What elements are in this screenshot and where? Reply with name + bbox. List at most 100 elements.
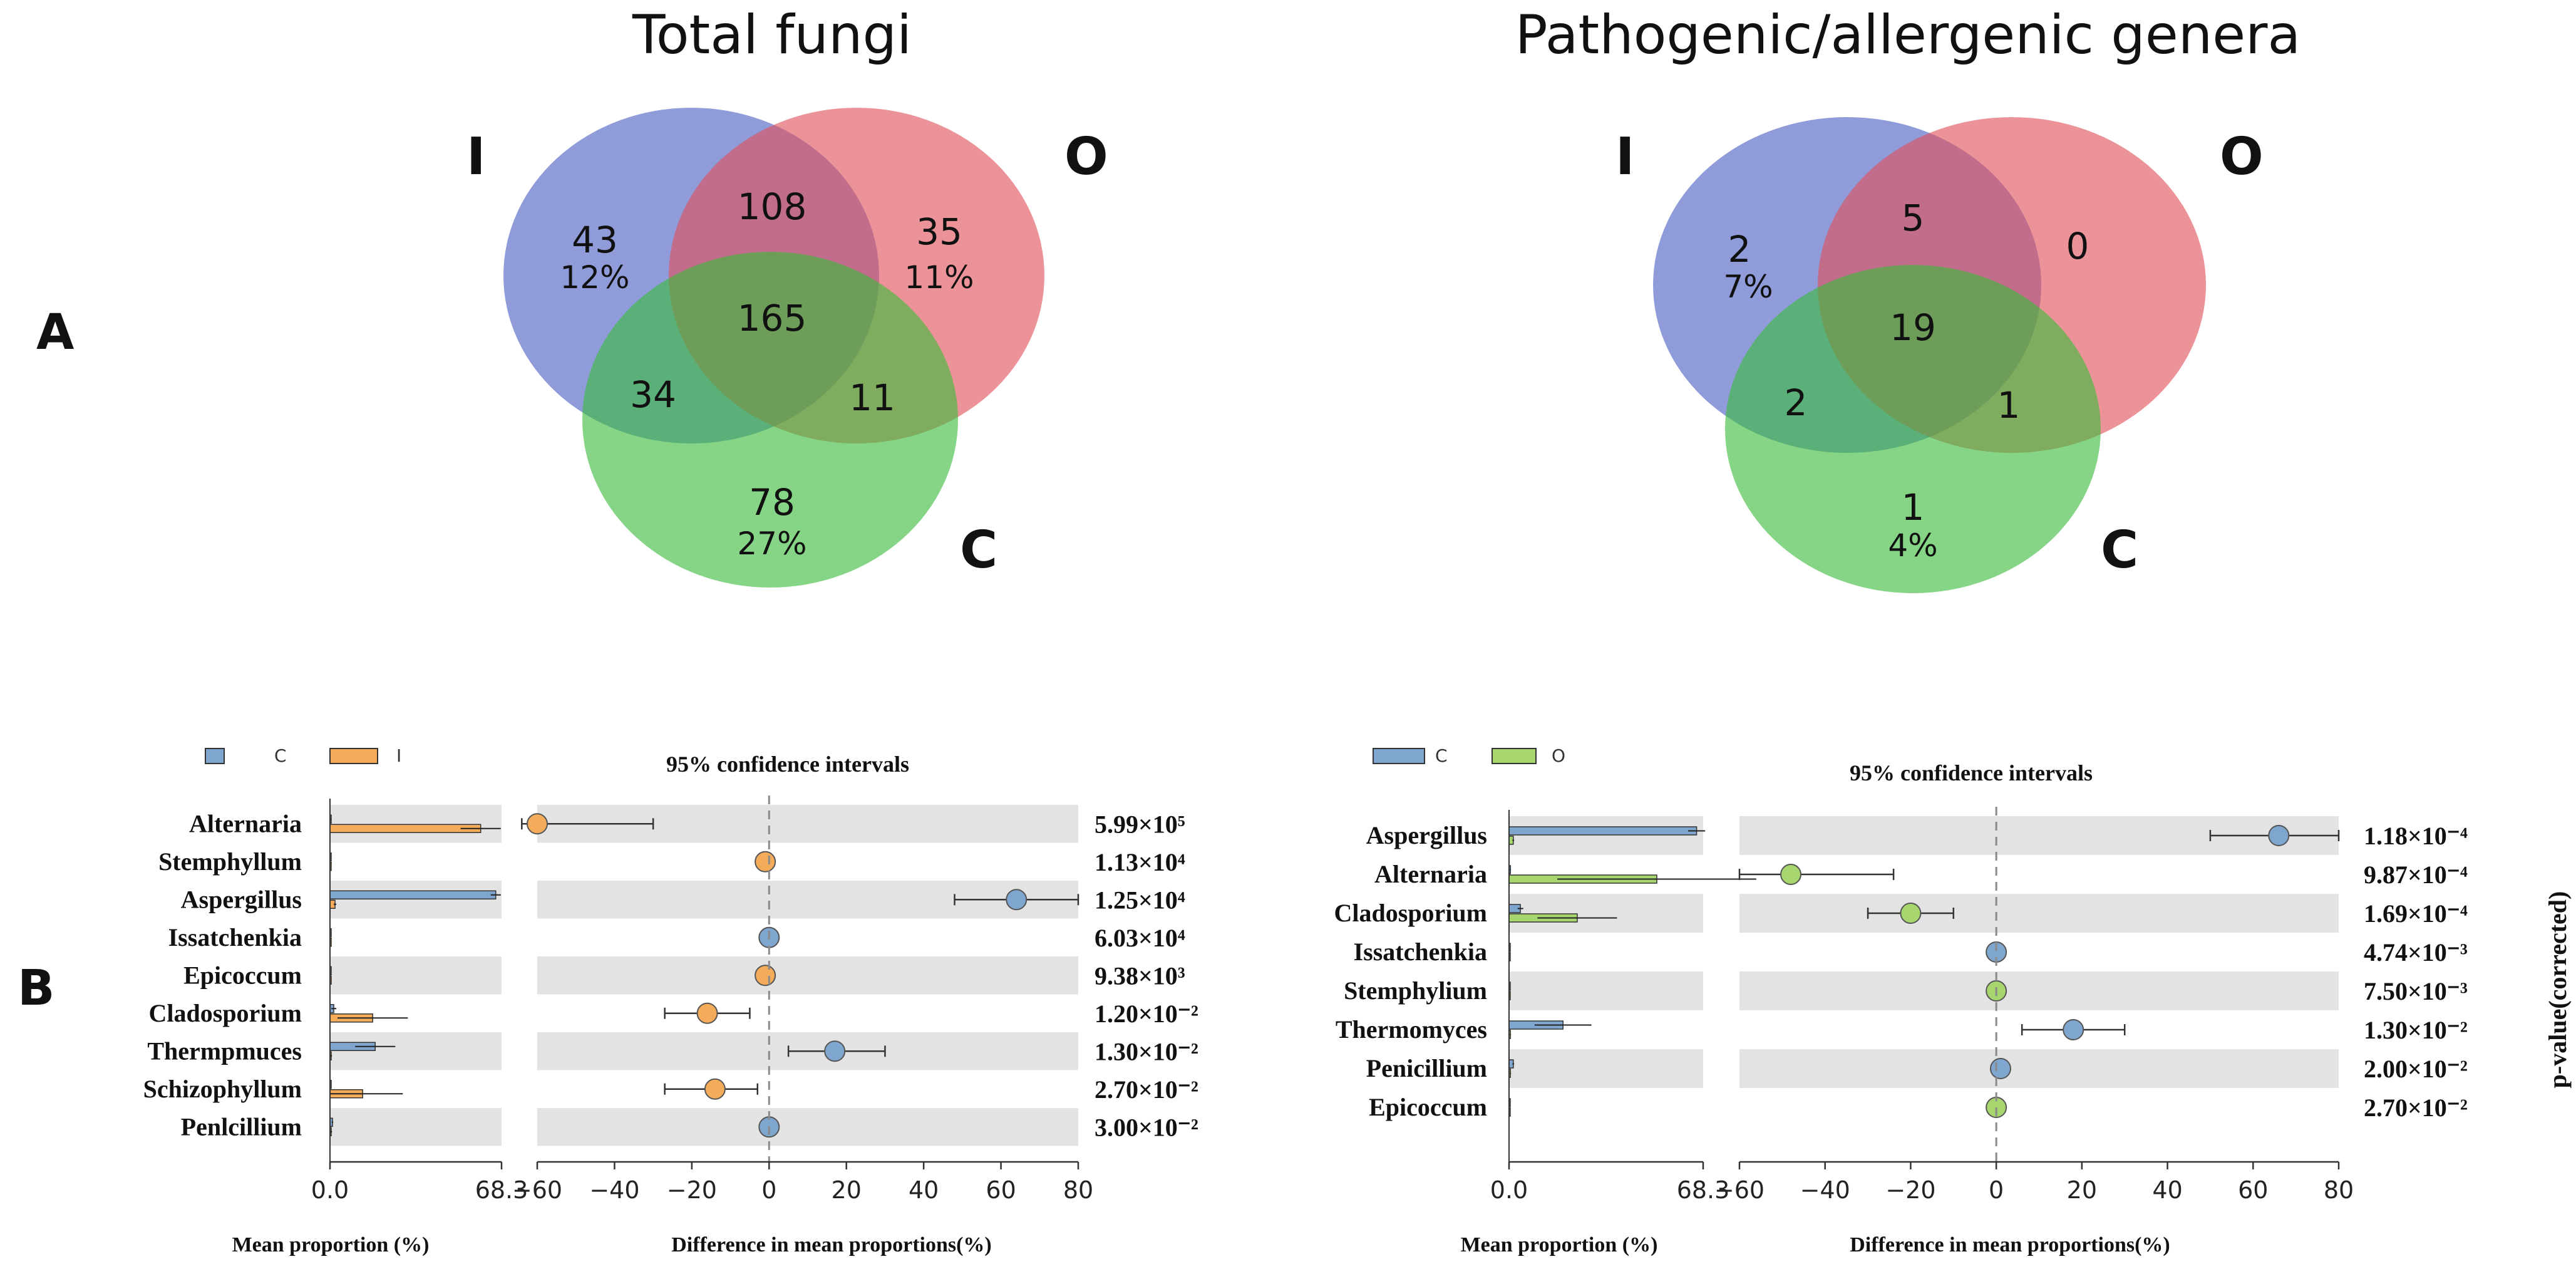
- region-c-only-percent: 27%: [737, 526, 806, 562]
- legend-label-c: C: [274, 745, 287, 766]
- legend-label-i: I: [396, 745, 401, 766]
- region-i-c-count: 2: [1785, 381, 1808, 424]
- legend-swatch-c: [1373, 748, 1425, 764]
- diff-axis-tick-label: −40: [1800, 1176, 1850, 1204]
- diff-axis-tick-label: 80: [2324, 1176, 2354, 1204]
- genus-label: Alternaria: [1374, 860, 1487, 888]
- row-band-diff: [537, 1108, 1078, 1146]
- difference-point: [2063, 1019, 2084, 1040]
- diff-axis-tick-label: 20: [832, 1176, 862, 1204]
- venn-set-c-circle: [1725, 265, 2101, 593]
- diff-axis-label: Difference in mean proportions(%): [1850, 1233, 2170, 1256]
- genus-label: Aspergillus: [181, 885, 302, 913]
- genus-label: Cladosporium: [149, 999, 302, 1027]
- venn-set-label-o: O: [2220, 127, 2264, 187]
- row-band-bar: [330, 1032, 502, 1070]
- genus-label: Issatchenkia: [1354, 938, 1487, 966]
- diff-axis-tick-label: −60: [512, 1176, 562, 1204]
- diff-axis-tick-label: 80: [1063, 1176, 1093, 1204]
- row-band-diff: [1739, 894, 2339, 933]
- bar-axis-label: Mean proportion (%): [232, 1233, 430, 1256]
- diff-axis-tick-label: 0: [1989, 1176, 2004, 1204]
- diff-axis-tick-label: −40: [589, 1176, 639, 1204]
- diff-axis-tick-label: −20: [1885, 1176, 1935, 1204]
- venn-pathogenic-title: Pathogenic/allergenic genera: [1515, 4, 2300, 66]
- difference-point: [1900, 903, 1922, 924]
- row-band-diff: [537, 956, 1078, 995]
- extended-error-bar-c-vs-i: C I 95% confidence intervals Alternaria 5…: [143, 745, 1198, 1256]
- p-value: 1.25×10⁴: [1095, 886, 1185, 914]
- bar-axis-tick-label: 68.3: [475, 1176, 528, 1204]
- bar-i: [329, 824, 482, 833]
- diff-axis-tick-label: −20: [667, 1176, 717, 1204]
- p-value: 1.30×10⁻²: [1095, 1037, 1198, 1065]
- region-c-only-percent: 4%: [1888, 527, 1937, 564]
- difference-point: [755, 851, 776, 873]
- panel-label-b: B: [18, 960, 54, 1017]
- difference-point: [824, 1040, 846, 1062]
- error-bar-rows: Alternaria 5.99×10⁵ Stemphyllum 1.13×10⁴ Asp…: [143, 795, 1198, 1204]
- panel-label-a: A: [36, 304, 74, 361]
- region-o-c-count: 11: [849, 376, 895, 419]
- region-c-only-count: 1: [1902, 486, 1925, 529]
- legend-label-c: C: [1435, 745, 1448, 766]
- difference-point: [2268, 825, 2290, 846]
- p-value: 1.18×10⁻⁴: [2364, 822, 2468, 850]
- genus-label: Penicillium: [1366, 1054, 1487, 1082]
- p-value: 1.69×10⁻⁴: [2364, 899, 2468, 928]
- diff-axis-tick-label: −60: [1714, 1176, 1765, 1204]
- genus-label: Penlcillium: [181, 1112, 302, 1141]
- venn-set-c-circle: [582, 252, 958, 588]
- venn-total-fungi-title: Total fungi: [632, 4, 912, 66]
- row-band-bar: [330, 1108, 502, 1146]
- difference-point: [1989, 1058, 2011, 1079]
- ci-title: 95% confidence intervals: [1850, 760, 2093, 785]
- region-i-o-count: 108: [738, 185, 807, 228]
- p-value: 5.99×10⁵: [1095, 810, 1185, 838]
- venn-set-label-i: I: [466, 127, 486, 187]
- error-bar-rows: Aspergillus 1.18×10⁻⁴ Alternaria 9.87×10⁻⁴ C…: [1334, 807, 2468, 1204]
- bar-c: [1508, 826, 1698, 836]
- region-i-only-percent: 7%: [1723, 269, 1773, 305]
- difference-point: [755, 965, 776, 987]
- diff-axis-tick-label: 60: [986, 1176, 1016, 1204]
- row-band-bar: [1509, 894, 1703, 933]
- row-band-bar: [330, 881, 502, 919]
- difference-point: [527, 813, 548, 835]
- p-value: 3.00×10⁻²: [1095, 1113, 1198, 1141]
- bar-axis-tick-label: 0.0: [311, 1176, 349, 1204]
- region-o-only-count: 35: [916, 210, 962, 253]
- p-value: 1.20×10⁻²: [1095, 1000, 1198, 1028]
- diff-axis-tick-label: 60: [2238, 1176, 2268, 1204]
- genus-label: Epicoccum: [1369, 1093, 1487, 1121]
- legend-swatch-i: [329, 748, 378, 764]
- venn-pathogenic-genera: Pathogenic/allergenic genera I O C 2 7% …: [1515, 4, 2300, 593]
- difference-point: [704, 1078, 726, 1100]
- row-band-diff: [1739, 971, 2339, 1010]
- diff-axis-tick-label: 0: [761, 1176, 776, 1204]
- ci-title: 95% confidence intervals: [666, 752, 909, 777]
- genus-label: Aspergillus: [1366, 821, 1487, 849]
- p-value: 1.30×10⁻²: [2364, 1016, 2468, 1044]
- region-i-c-count: 34: [630, 373, 676, 416]
- venn-set-label-c: C: [960, 521, 997, 580]
- genus-label: Stemphylium: [1344, 976, 1487, 1005]
- genus-label: Cladosporium: [1334, 899, 1488, 927]
- p-value: 2.70×10⁻²: [2364, 1094, 2468, 1122]
- p-value: 2.00×10⁻²: [2364, 1055, 2468, 1083]
- row-band-diff: [1739, 1049, 2339, 1088]
- region-o-only-percent: 11%: [904, 259, 974, 296]
- diff-axis-tick-label: 40: [2152, 1176, 2182, 1204]
- diff-axis-tick-label: 40: [909, 1176, 939, 1204]
- row-band-bar: [1509, 1049, 1703, 1088]
- p-value: 7.50×10⁻³: [2364, 977, 2468, 1005]
- region-i-o-c-count: 165: [738, 297, 807, 339]
- difference-point: [696, 1002, 718, 1024]
- extended-error-bar-c-vs-o: C O 95% confidence intervals Aspergillus…: [1334, 745, 2572, 1256]
- region-c-only-count: 78: [749, 481, 795, 524]
- diff-axis-tick-label: 20: [2067, 1176, 2097, 1204]
- legend-label-o: O: [1552, 745, 1565, 766]
- venn-set-label-o: O: [1064, 127, 1108, 187]
- p-value: 6.03×10⁴: [1095, 924, 1185, 952]
- p-value: 1.13×10⁴: [1095, 848, 1185, 876]
